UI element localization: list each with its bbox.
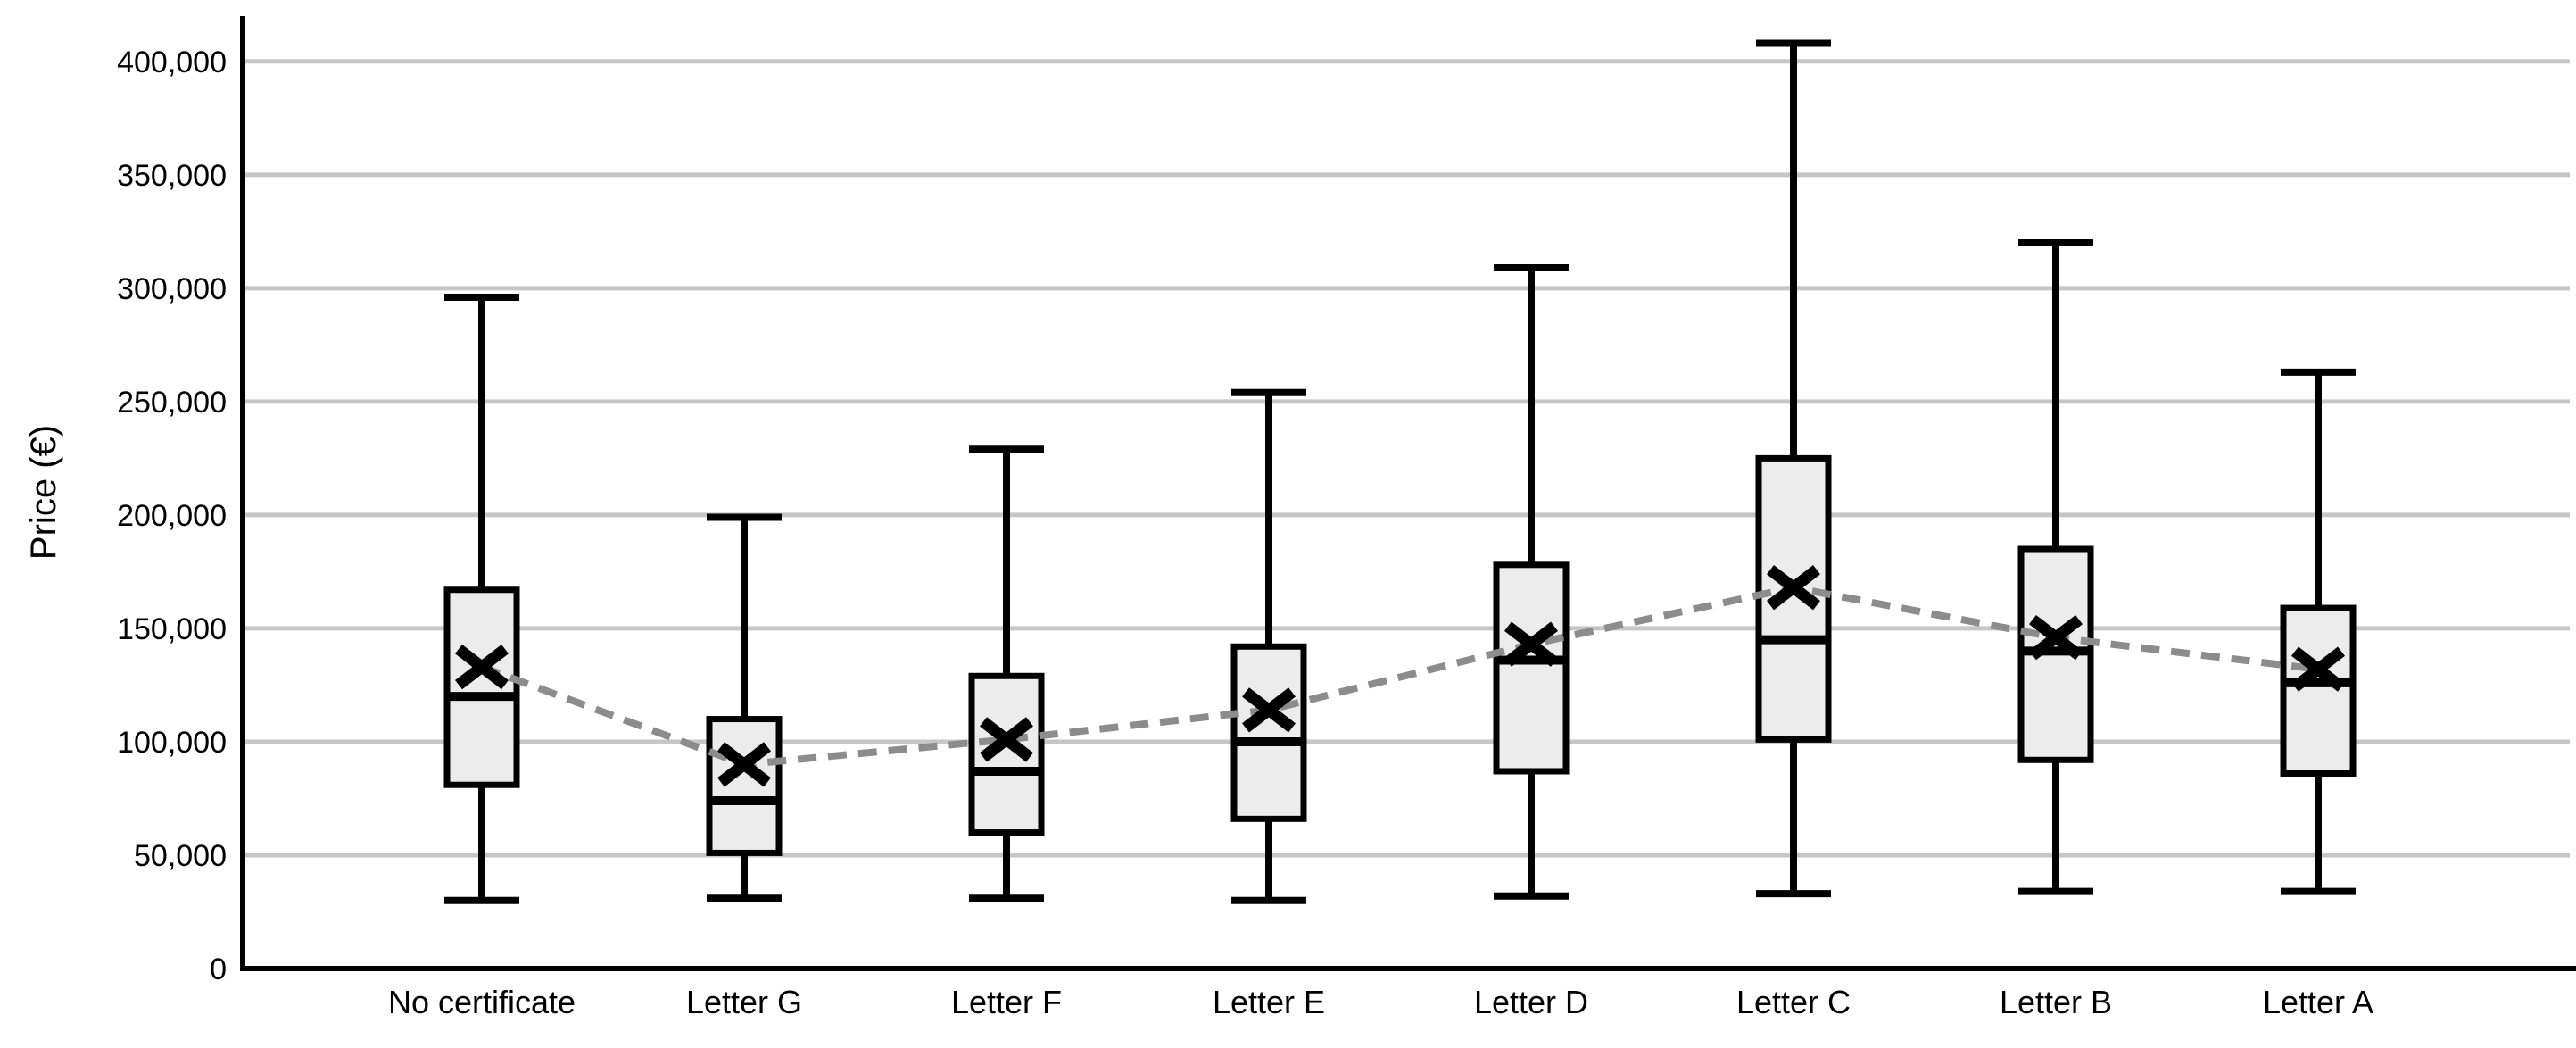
y-tick-label: 300,000 <box>117 272 227 306</box>
y-axis-title: Price (€) <box>24 425 63 560</box>
mean-marker-1 <box>717 742 771 787</box>
box-0 <box>443 586 520 788</box>
box-7 <box>2280 604 2357 778</box>
y-tick-label: 200,000 <box>117 499 227 533</box>
y-tick-label: 150,000 <box>117 612 227 646</box>
box-1 <box>706 716 783 856</box>
y-tick-label: 100,000 <box>117 726 227 760</box>
x-category-label: Letter G <box>686 984 802 1020</box>
x-category-label: Letter C <box>1736 984 1851 1020</box>
box-4 <box>1493 561 1570 775</box>
y-tick-label: 250,000 <box>117 386 227 420</box>
mean-trend-line <box>480 584 2319 769</box>
x-category-label: Letter B <box>2000 984 2112 1020</box>
x-category-label: No certificate <box>388 984 576 1020</box>
y-tick-label: 350,000 <box>117 159 227 193</box>
mean-marker-5 <box>1767 565 1820 611</box>
mean-marker-0 <box>455 644 509 690</box>
mean-marker-3 <box>1242 687 1296 733</box>
mean-marker-6 <box>2029 614 2083 661</box>
mean-marker-7 <box>2291 646 2345 692</box>
x-category-label: Letter F <box>951 984 1062 1020</box>
mean-marker-2 <box>980 717 1033 762</box>
y-tick-label: 400,000 <box>117 46 227 79</box>
box-3 <box>1230 643 1307 822</box>
y-tick-label: 50,000 <box>134 839 227 873</box>
x-category-label: Letter A <box>2263 984 2373 1020</box>
x-category-label: Letter E <box>1213 984 1325 1020</box>
y-tick-label: 0 <box>210 952 227 986</box>
box-5 <box>1755 454 1832 743</box>
x-category-label: Letter D <box>1474 984 1588 1020</box>
mean-marker-4 <box>1504 621 1558 667</box>
